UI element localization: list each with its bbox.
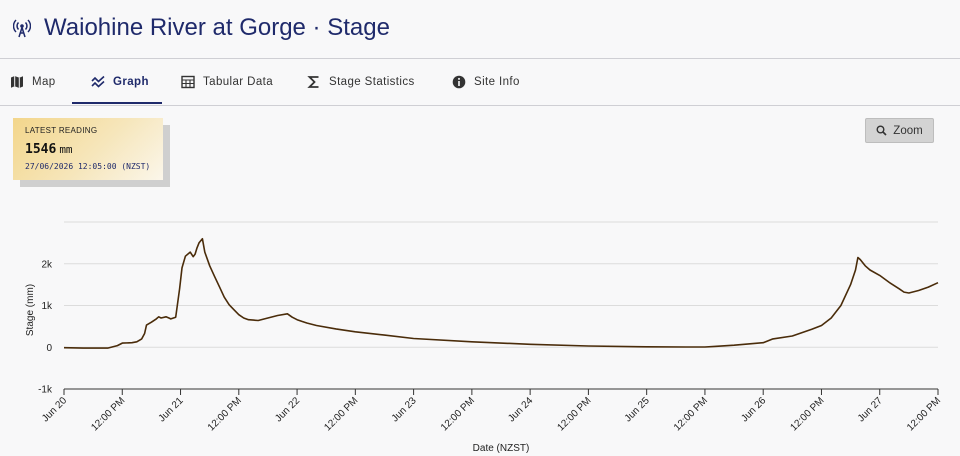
x-tick-label: Jun 25 [623,395,652,424]
reading-number: 1546 [25,142,57,157]
info-icon [452,75,466,89]
tab-label: Tabular Data [203,76,274,88]
x-tick-label: 12:00 PM [905,395,943,433]
stage-chart: -1k 0 1k 2k Jun 20 12:00 PM Jun 21 12:00 PM Jun … [25,221,943,454]
y-axis-title: Stage (mm) [25,284,36,336]
y-tick-label: 1k [41,301,53,312]
tab-label: Site Info [474,76,520,88]
axes: -1k 0 1k 2k Jun 20 12:00 PM Jun 21 12:00 PM Jun … [38,259,943,433]
x-tick-label: 12:00 PM [89,395,127,433]
page-header: Waiohine River at Gorge · Stage [0,0,960,59]
x-tick-label: 12:00 PM [555,395,593,433]
x-tick-label: Jun 24 [506,395,535,424]
x-tick-label: 12:00 PM [322,395,360,433]
x-tick-label: Jun 26 [739,395,768,424]
tab-label: Map [32,76,56,88]
tab-label: Stage Statistics [329,76,415,88]
latest-reading-card: LATEST READING 1546 mm 27/06/2026 12:05:0… [13,118,163,180]
y-tick-label: 2k [41,259,53,270]
x-tick-label: Jun 21 [157,395,186,424]
series-line [63,237,939,349]
tab-site-info[interactable]: Site Info [452,59,520,105]
x-tick-label: 12:00 PM [672,395,710,433]
latest-reading-value: 1546 mm [25,142,73,157]
map-icon [11,76,23,88]
x-tick-label: 12:00 PM [206,395,244,433]
x-tick-label: Jun 20 [40,395,69,424]
series-layer [63,237,939,349]
zoom-button[interactable]: Zoom [865,118,934,143]
x-axis-title: Date (NZST) [473,443,530,454]
x-tick-label: Jun 23 [390,395,419,424]
y-tick-label: -1k [38,385,53,396]
tab-map[interactable]: Map [10,59,56,105]
antenna-icon [13,19,31,38]
tab-stage-statistics[interactable]: Stage Statistics [307,59,415,105]
latest-reading-timestamp: 27/06/2026 12:05:00 (NZST) [25,162,151,171]
graph-icon [91,75,105,88]
x-tick-label: Jun 22 [273,395,302,424]
search-icon [876,125,887,136]
page-title: Waiohine River at Gorge · Stage [44,14,390,41]
tab-bar: Map Graph Tabular Data Stage Statistics … [0,59,960,106]
latest-reading-label: LATEST READING [25,126,98,135]
tab-graph[interactable]: Graph [91,59,149,105]
tab-label: Graph [113,76,149,88]
grid [64,221,938,390]
x-tick-label: 12:00 PM [439,395,477,433]
zoom-label: Zoom [893,124,923,137]
active-tab-indicator [72,102,162,104]
x-tick-label: Jun 27 [856,395,885,424]
y-tick-label: 0 [46,343,52,354]
x-tick-label: 12:00 PM [789,395,827,433]
reading-unit: mm [59,143,73,156]
sigma-icon [307,76,319,88]
table-icon [181,75,195,89]
tab-tabular-data[interactable]: Tabular Data [181,59,273,105]
